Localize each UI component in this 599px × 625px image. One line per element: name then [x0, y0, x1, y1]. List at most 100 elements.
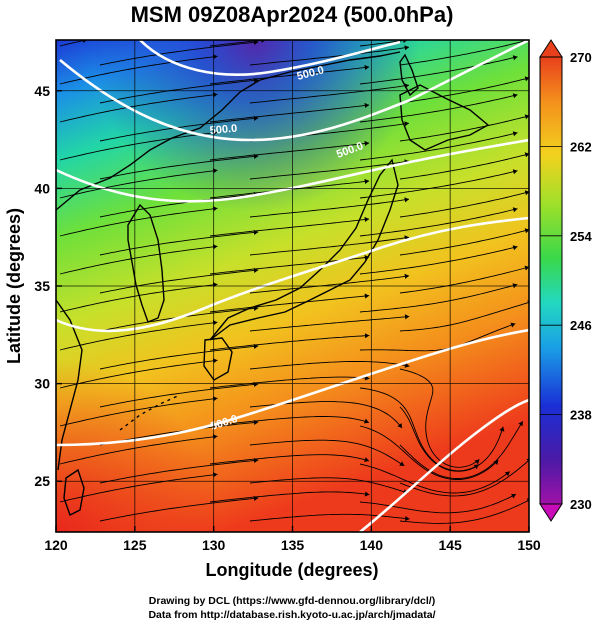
streamline [399, 267, 526, 294]
streamline-arrowhead [512, 93, 518, 99]
streamline [59, 321, 218, 351]
streamline [249, 477, 409, 494]
streamline-arrowhead [364, 418, 369, 424]
streamline-arrowhead [405, 516, 410, 522]
streamline-arrowhead [364, 333, 370, 339]
streamline [399, 154, 526, 180]
streamline [249, 513, 410, 522]
coastline-honshu [209, 158, 399, 341]
streamline [59, 397, 218, 427]
colorbar-tick-label: 262 [570, 139, 592, 154]
y-tick-label: 45 [34, 83, 50, 99]
streamline [249, 160, 410, 180]
streamline-arrowhead [512, 207, 518, 213]
streamline-arrowhead [493, 460, 499, 465]
streamline [249, 439, 405, 467]
streamline-arrowhead [524, 152, 529, 158]
streamline [209, 218, 370, 237]
streamline-arrowhead [511, 493, 516, 499]
streamline [399, 192, 526, 218]
contour-line [359, 398, 529, 532]
streamline [99, 269, 259, 294]
streamline-arrowhead [253, 267, 259, 273]
streamline-arrowhead [404, 362, 410, 368]
streamline [249, 46, 410, 66]
streamline [249, 84, 410, 104]
credit-drawing: Drawing by DCL (https://www.gfd-dennou.o… [149, 595, 435, 607]
y-tick-label: 40 [34, 180, 50, 196]
streamline-arrowhead [512, 55, 518, 61]
streamline [399, 406, 504, 472]
coastline-sakhalin [399, 53, 419, 97]
x-tick-label: 130 [202, 537, 226, 553]
streamline [209, 66, 370, 85]
streamline [209, 454, 370, 465]
chart-title: MSM 09Z08Apr2024 (500.0hPa) [131, 2, 454, 27]
streamline [99, 497, 259, 522]
streamline [99, 345, 259, 370]
x-tick-label: 120 [44, 537, 68, 553]
streamline [99, 155, 259, 180]
contour-line [56, 138, 529, 203]
streamline [249, 198, 410, 218]
coastline-taiwan [63, 468, 85, 516]
streamline [249, 361, 410, 370]
streamline-arrowhead [253, 381, 259, 387]
streamline-arrowhead [524, 228, 529, 234]
streamline [399, 40, 526, 66]
x-tick-label: 150 [517, 537, 541, 553]
streamline-arrowhead [512, 131, 518, 137]
streamline [359, 94, 518, 123]
streamline [99, 459, 259, 484]
contour-line [139, 40, 401, 76]
y-axis-label: Latitude (degrees) [4, 208, 24, 364]
x-axis-label: Longitude (degrees) [205, 560, 378, 580]
streamline-arrowhead [524, 76, 529, 82]
streamline [359, 40, 404, 47]
streamline [399, 230, 526, 256]
streamline-arrowhead [512, 245, 518, 251]
streamline-arrowhead [504, 471, 510, 477]
streamline [359, 323, 516, 352]
streamline [399, 421, 524, 479]
streamline-arrowhead [510, 322, 516, 328]
streamline-arrowhead [364, 491, 370, 497]
streamline [209, 104, 370, 123]
streamline [399, 500, 529, 524]
streamline [359, 387, 479, 472]
streamline-arrowhead [364, 255, 370, 261]
x-tick-label: 140 [360, 537, 384, 553]
streamline-arrowhead [404, 314, 410, 320]
streamline [359, 208, 518, 237]
streamline-arrowhead [253, 419, 259, 425]
colorbar-tick-label: 246 [570, 318, 592, 333]
streamline-arrowhead [253, 229, 259, 235]
streamline [59, 435, 218, 465]
coastline-hokkaido [399, 84, 490, 151]
streamline-arrowhead [397, 423, 402, 428]
colorbar: 270 262 254 246 238 230 [539, 39, 592, 522]
streamline-arrowhead [499, 426, 505, 432]
colorbar-ticks: 270 262 254 246 238 230 [540, 50, 592, 512]
colorbar-tick-label: 238 [570, 408, 592, 423]
streamline-arrowhead [524, 114, 529, 120]
streamline-arrowhead [364, 293, 370, 299]
contour-label: 500.0 [209, 123, 237, 137]
streamline-arrowhead [518, 421, 523, 427]
streamline [249, 275, 410, 294]
streamline [359, 493, 517, 514]
streamline [59, 359, 218, 389]
streamline [59, 131, 218, 161]
coastline [56, 51, 490, 516]
streamline-arrowhead [404, 273, 410, 279]
streamline [209, 491, 370, 503]
streamline [209, 335, 370, 351]
streamline-arrowhead [474, 459, 480, 465]
streamline [59, 473, 218, 503]
streamline-arrowhead [364, 140, 370, 146]
streamline [359, 284, 518, 313]
streamline [59, 55, 218, 85]
streamline-arrowhead [253, 77, 259, 83]
streamline [399, 368, 480, 468]
